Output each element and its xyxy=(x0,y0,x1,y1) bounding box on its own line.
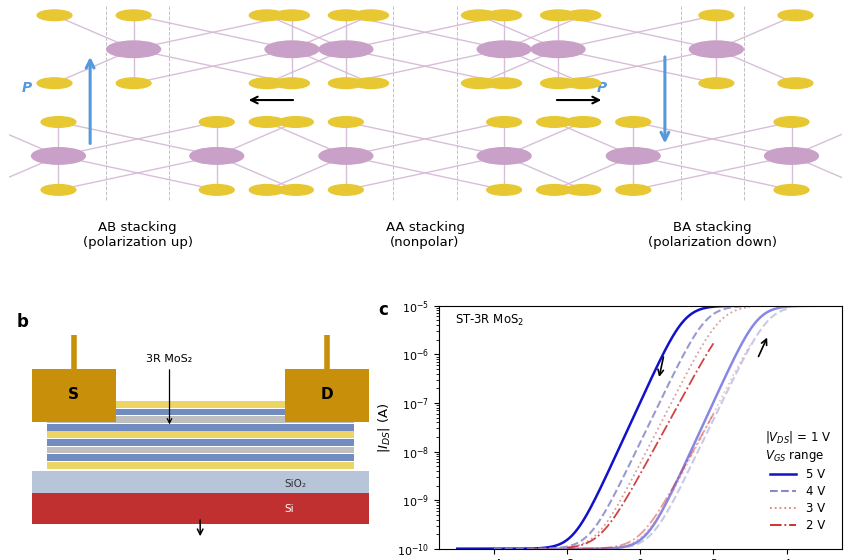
Circle shape xyxy=(487,10,522,21)
Circle shape xyxy=(275,78,309,88)
Text: b: b xyxy=(16,313,28,331)
Bar xyxy=(47,416,354,423)
Circle shape xyxy=(477,41,531,58)
Circle shape xyxy=(536,185,571,195)
Bar xyxy=(47,454,354,461)
Circle shape xyxy=(606,148,660,164)
Circle shape xyxy=(116,10,151,21)
Circle shape xyxy=(541,10,575,21)
Bar xyxy=(31,493,369,525)
Text: 3R MoS₂: 3R MoS₂ xyxy=(146,354,193,423)
Bar xyxy=(285,369,369,422)
Circle shape xyxy=(462,78,496,88)
Text: Si: Si xyxy=(285,503,294,514)
Text: D: D xyxy=(320,387,333,402)
Circle shape xyxy=(616,185,650,195)
Circle shape xyxy=(566,185,601,195)
Circle shape xyxy=(328,10,363,21)
Circle shape xyxy=(765,148,819,164)
Circle shape xyxy=(354,78,388,88)
Circle shape xyxy=(699,10,734,21)
Circle shape xyxy=(200,185,234,195)
Text: SiO₂: SiO₂ xyxy=(285,479,307,489)
Circle shape xyxy=(566,78,601,88)
Circle shape xyxy=(328,185,363,195)
Circle shape xyxy=(541,78,575,88)
Circle shape xyxy=(531,41,585,58)
Circle shape xyxy=(536,116,571,127)
Circle shape xyxy=(328,116,363,127)
Bar xyxy=(47,462,354,469)
Circle shape xyxy=(116,78,151,88)
Circle shape xyxy=(107,41,161,58)
Circle shape xyxy=(200,116,234,127)
Legend: 5 V, 4 V, 3 V, 2 V: 5 V, 4 V, 3 V, 2 V xyxy=(760,424,836,537)
Bar xyxy=(47,446,354,454)
Circle shape xyxy=(275,10,309,21)
Bar xyxy=(31,471,369,495)
Bar xyxy=(31,369,116,422)
Circle shape xyxy=(477,148,531,164)
Text: AA stacking
(nonpolar): AA stacking (nonpolar) xyxy=(386,221,464,249)
Circle shape xyxy=(249,116,284,127)
Bar xyxy=(47,401,354,408)
Circle shape xyxy=(689,41,743,58)
Circle shape xyxy=(616,116,650,127)
Circle shape xyxy=(37,78,72,88)
Circle shape xyxy=(699,78,734,88)
Circle shape xyxy=(487,78,522,88)
Circle shape xyxy=(328,78,363,88)
Text: BA stacking
(polarization down): BA stacking (polarization down) xyxy=(648,221,777,249)
Circle shape xyxy=(354,10,388,21)
Circle shape xyxy=(190,148,244,164)
Bar xyxy=(47,424,354,431)
Circle shape xyxy=(31,148,85,164)
Circle shape xyxy=(487,116,522,127)
Circle shape xyxy=(319,148,373,164)
Text: P: P xyxy=(597,81,607,95)
Circle shape xyxy=(279,116,314,127)
Text: ST-3R MoS$_2$: ST-3R MoS$_2$ xyxy=(455,313,524,328)
Circle shape xyxy=(462,10,496,21)
Circle shape xyxy=(249,78,284,88)
Circle shape xyxy=(279,185,314,195)
Text: S: S xyxy=(68,387,79,402)
Circle shape xyxy=(249,185,284,195)
Circle shape xyxy=(566,116,601,127)
Circle shape xyxy=(778,10,813,21)
Circle shape xyxy=(774,185,809,195)
Circle shape xyxy=(774,116,809,127)
Bar xyxy=(47,439,354,446)
Circle shape xyxy=(778,78,813,88)
Bar xyxy=(47,431,354,438)
Bar xyxy=(47,409,354,416)
Circle shape xyxy=(37,10,72,21)
Text: P: P xyxy=(22,81,32,95)
Circle shape xyxy=(41,116,76,127)
Y-axis label: $|I_{DS}|$ (A): $|I_{DS}|$ (A) xyxy=(376,402,392,452)
Text: c: c xyxy=(378,301,388,319)
Text: AB stacking
(polarization up): AB stacking (polarization up) xyxy=(82,221,193,249)
Circle shape xyxy=(319,41,373,58)
Circle shape xyxy=(566,10,601,21)
Circle shape xyxy=(249,10,284,21)
Circle shape xyxy=(41,185,76,195)
Circle shape xyxy=(265,41,319,58)
Circle shape xyxy=(487,185,522,195)
